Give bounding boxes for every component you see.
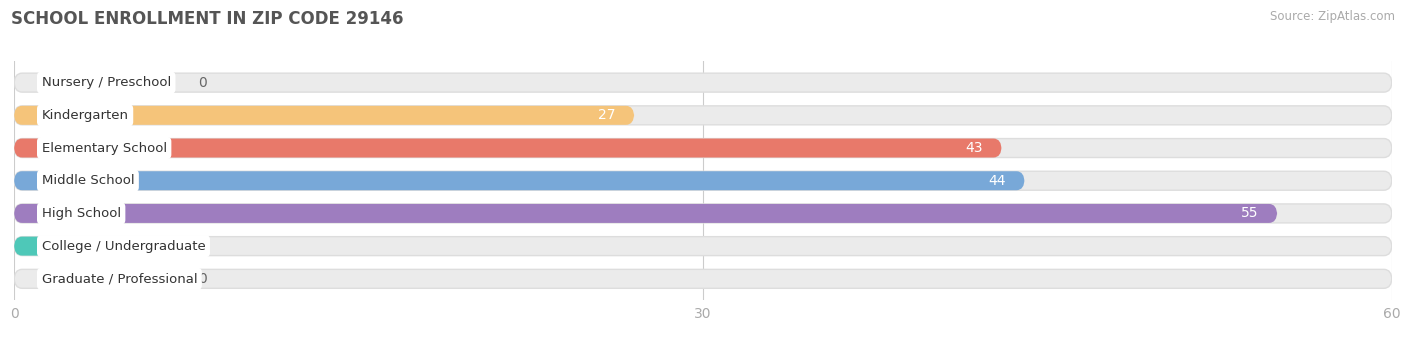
FancyBboxPatch shape [14, 106, 1392, 125]
Text: 55: 55 [1241, 206, 1258, 220]
FancyBboxPatch shape [14, 171, 1392, 190]
Text: College / Undergraduate: College / Undergraduate [42, 240, 205, 253]
FancyBboxPatch shape [14, 106, 634, 125]
Text: Kindergarten: Kindergarten [42, 109, 128, 122]
Text: Elementary School: Elementary School [42, 142, 167, 154]
FancyBboxPatch shape [14, 269, 1392, 288]
Text: 44: 44 [988, 174, 1007, 188]
Text: 0: 0 [198, 76, 207, 90]
FancyBboxPatch shape [14, 204, 1392, 223]
FancyBboxPatch shape [14, 73, 1392, 92]
Text: SCHOOL ENROLLMENT IN ZIP CODE 29146: SCHOOL ENROLLMENT IN ZIP CODE 29146 [11, 10, 404, 28]
Text: 43: 43 [966, 141, 983, 155]
FancyBboxPatch shape [14, 138, 1001, 158]
FancyBboxPatch shape [14, 204, 1277, 223]
FancyBboxPatch shape [14, 237, 83, 256]
Text: Nursery / Preschool: Nursery / Preschool [42, 76, 172, 89]
Text: Graduate / Professional: Graduate / Professional [42, 272, 197, 285]
FancyBboxPatch shape [14, 237, 1392, 256]
FancyBboxPatch shape [14, 138, 1392, 158]
Text: 0: 0 [198, 272, 207, 286]
Text: 3: 3 [111, 239, 120, 253]
FancyBboxPatch shape [14, 171, 1025, 190]
Text: 27: 27 [598, 108, 616, 122]
Text: Middle School: Middle School [42, 174, 134, 187]
Text: High School: High School [42, 207, 121, 220]
Text: Source: ZipAtlas.com: Source: ZipAtlas.com [1270, 10, 1395, 23]
